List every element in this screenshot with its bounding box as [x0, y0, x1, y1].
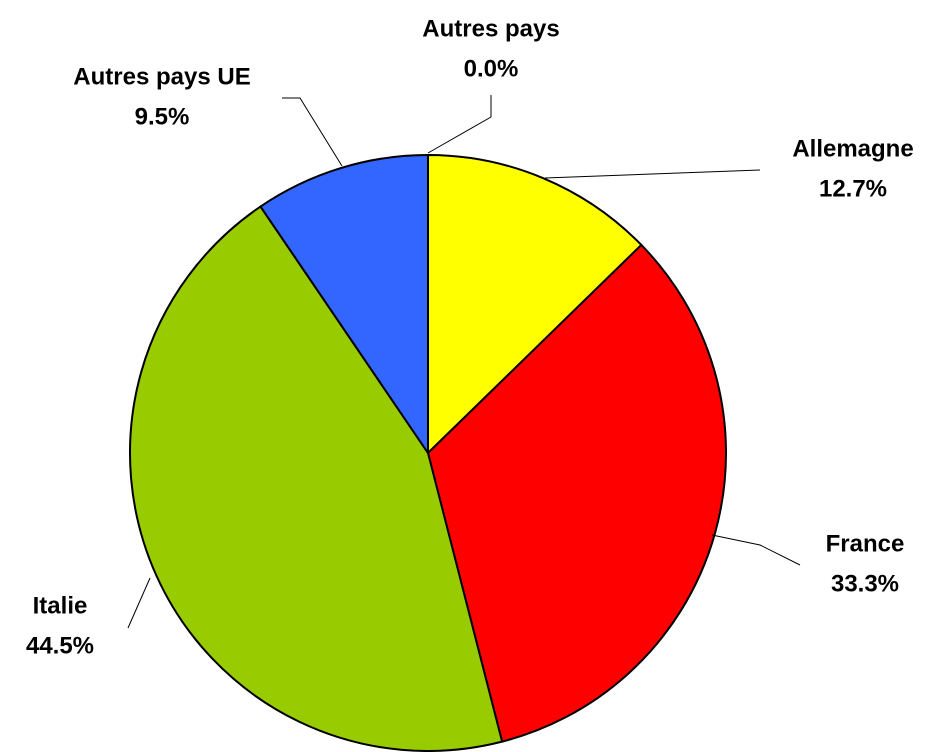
slice-label: France [826, 530, 905, 557]
value-label: 44.5% [26, 632, 94, 659]
value-label: 12.7% [819, 175, 887, 202]
leader-line [544, 169, 761, 179]
value-label: 9.5% [135, 103, 190, 130]
pie-slice [129, 205, 504, 752]
leader-line [127, 577, 151, 629]
slice-label: Autres pays [422, 15, 559, 42]
value-label: 33.3% [831, 570, 899, 597]
leader-line [427, 95, 492, 154]
leader-line [282, 97, 343, 167]
slice-label: Allemagne [792, 135, 913, 162]
value-label: 0.0% [464, 55, 519, 82]
slice-label: Italie [33, 592, 88, 619]
pie-slice [426, 243, 727, 743]
pie-slice [427, 153, 643, 456]
leader-line [711, 534, 801, 566]
pie-slice [259, 153, 429, 457]
slice-label: Autres pays UE [73, 63, 250, 90]
